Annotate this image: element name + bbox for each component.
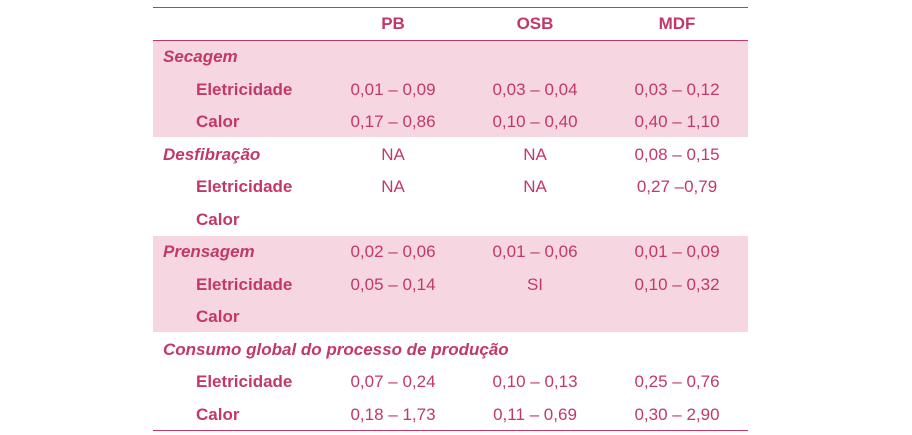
cell: NA [523, 177, 547, 196]
cell: 0,05 – 0,14 [350, 274, 436, 294]
cell: NA [523, 144, 547, 164]
cell: 0,01 – 0,09 [634, 242, 720, 261]
cell: 0,03 – 0,04 [492, 79, 578, 99]
cell: 0,11 – 0,69 [493, 404, 577, 424]
cell: SI [526, 274, 544, 294]
column-header: OSB [516, 14, 554, 33]
bottom-rule [153, 430, 748, 431]
cell: 0,40 – 1,10 [634, 112, 720, 131]
cell: 0,07 – 0,24 [350, 372, 436, 391]
cell: 0,01 – 0,09 [350, 79, 436, 99]
cell: 0,25 – 0,76 [634, 372, 720, 391]
column-header: MDF [658, 14, 696, 33]
row-label: Eletricidade [196, 177, 293, 196]
column-header: PB [381, 14, 405, 33]
row-label: Calor [196, 307, 240, 326]
row-label: Calor [196, 404, 240, 424]
cell: NA [381, 177, 405, 196]
row-band [153, 41, 748, 137]
cell: 0,10 – 0,13 [492, 372, 578, 391]
section-title: Desfibração [163, 144, 261, 164]
row-label: Eletricidade [196, 79, 293, 99]
cell: NA [381, 144, 405, 164]
cell: 0,17 – 0,86 [350, 112, 436, 131]
cell: 0,02 – 0,06 [350, 242, 436, 261]
section-title: Prensagem [163, 242, 255, 261]
cell: 0,10 – 0,40 [492, 112, 578, 131]
row-band [153, 236, 748, 332]
cell: 0,03 – 0,12 [634, 79, 720, 99]
row-label: Calor [196, 112, 240, 131]
section-title: Secagem [163, 47, 238, 66]
cell: 0,10 – 0,32 [634, 274, 720, 294]
header-rule [153, 40, 748, 41]
cell: 0,27 –0,79 [636, 177, 718, 196]
cell: 0,01 – 0,06 [492, 242, 578, 261]
row-label: Calor [196, 209, 240, 229]
row-label: Eletricidade [196, 372, 293, 391]
cell: 0,08 – 0,15 [634, 144, 720, 164]
cell: 0,30 – 2,90 [634, 404, 720, 424]
section-title: Consumo global do processo de produção [163, 339, 509, 359]
row-label: Eletricidade [196, 274, 293, 294]
top-rule [153, 7, 748, 8]
cell: 0,18 – 1,73 [350, 404, 436, 424]
